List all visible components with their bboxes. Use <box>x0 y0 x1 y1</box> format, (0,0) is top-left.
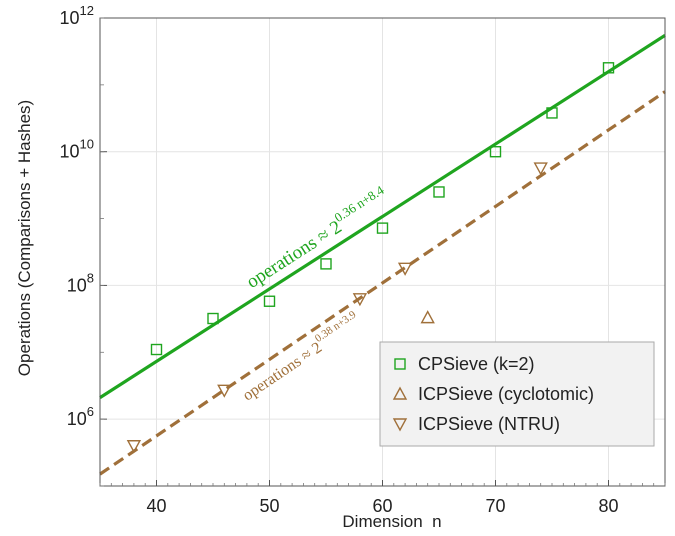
x-axis-label: Dimension n <box>342 512 441 531</box>
y-tick-label: 108 <box>67 270 94 295</box>
legend-box <box>379 341 655 447</box>
data-point-triangle-down <box>397 262 413 276</box>
x-tick-label: 70 <box>485 496 505 516</box>
legend-marker <box>394 358 406 370</box>
data-point-triangle-down <box>126 440 142 454</box>
data-point-triangle-down <box>533 162 548 176</box>
y-tick-label: 1012 <box>60 3 95 28</box>
x-tick-label: 60 <box>372 496 392 516</box>
data-point-square <box>602 62 615 74</box>
x-tick-label: 40 <box>146 496 166 516</box>
data-point-square <box>150 343 163 356</box>
legend-marker <box>392 418 408 432</box>
x-tick-label: 50 <box>259 496 279 516</box>
y-tick-label: 1010 <box>60 137 95 162</box>
legend-entry-label: ICPSieve (cyclotomic) <box>418 384 594 404</box>
data-point-square <box>433 186 445 198</box>
data-point-square <box>376 222 389 234</box>
legend-entry-label: CPSieve (k=2) <box>418 354 535 374</box>
fit-label-1: operations ≈ 20.38 n+3.9 <box>237 309 364 405</box>
fit-label-main: operations ≈ 2 <box>243 217 346 293</box>
fit-line-solid <box>99 34 666 399</box>
legend: CPSieve (k=2) ICPSieve (cyclotomic) ICPSie… <box>379 341 655 447</box>
data-point-square <box>489 146 502 158</box>
data-point-square <box>207 312 219 325</box>
y-axis-label: Operations (Comparisons + Hashes) <box>15 100 34 376</box>
legend-marker <box>392 386 408 400</box>
y-tick-label: 106 <box>67 404 94 429</box>
data-point-square <box>320 258 332 270</box>
data-point-square <box>546 107 558 119</box>
fit-line-dashed <box>99 90 666 476</box>
x-tick-label: 80 <box>598 496 618 516</box>
data-markers <box>126 62 615 454</box>
axis-ticks: 40 50 60 70 80 106 108 1010 1012 <box>60 3 666 516</box>
data-point-square <box>263 295 276 307</box>
data-point-triangle-up <box>420 310 435 324</box>
data-point-triangle-down <box>352 293 368 307</box>
fit-label-0: operations ≈ 20.36 n+8.4 <box>240 182 393 293</box>
data-point-triangle-down <box>217 384 232 398</box>
fit-lines <box>99 34 666 476</box>
legend-entry-label: ICPSieve (NTRU) <box>418 414 560 434</box>
